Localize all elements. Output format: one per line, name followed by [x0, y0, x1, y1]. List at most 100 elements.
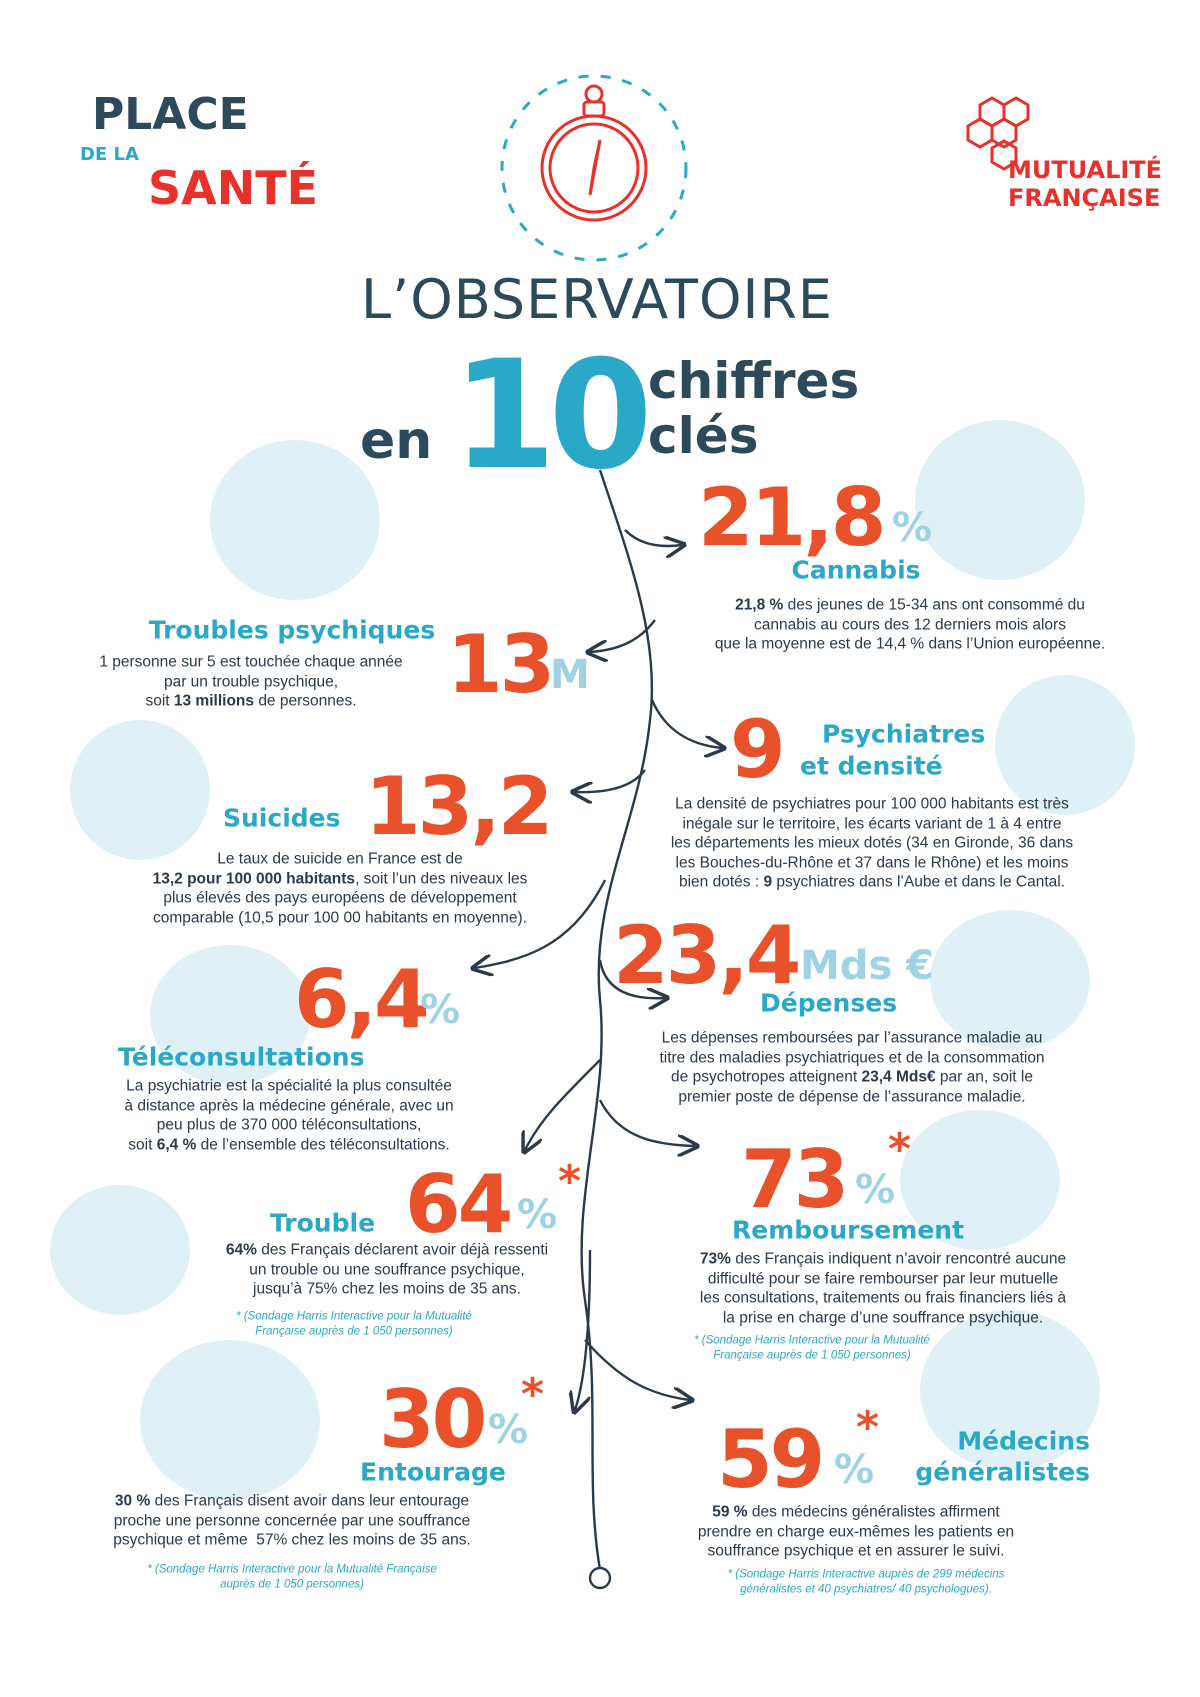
description-line: 59 % des médecins généralistes affirment: [712, 1504, 1000, 1520]
text-segment: 23,4 Mds€: [861, 1068, 936, 1086]
text-segment: soit: [128, 1135, 157, 1153]
text-segment: à distance après la médecine générale, a…: [124, 1096, 454, 1114]
unit: %: [488, 1407, 529, 1453]
text-segment: de l’ensemble des téléconsultations.: [196, 1135, 450, 1153]
text-segment: peu plus de 370 000 téléconsultations,: [156, 1116, 422, 1134]
text-segment: 1 personne sur 5 est touchée chaque anné…: [99, 653, 403, 671]
description-line: inégale sur le territoire, les écarts va…: [682, 816, 1061, 832]
logo-text: SANTÉ: [148, 161, 319, 215]
key-figure: 21,8: [698, 471, 886, 564]
unit: %: [834, 1447, 875, 1493]
text-segment: les consultations, traitements ou frais …: [699, 1289, 1067, 1307]
label: Téléconsultations: [118, 1042, 365, 1072]
description-line: peu plus de 370 000 téléconsultations,: [157, 1117, 422, 1133]
footnote: auprès de 1 050 personnes): [220, 1578, 364, 1591]
text-segment: 9: [763, 873, 773, 891]
text-segment: psychiatres dans l’Aube et dans le Canta…: [772, 873, 1066, 891]
description-line: premier poste de dépense de l’assurance …: [678, 1089, 1025, 1105]
footnote: Française auprès de 1 050 personnes): [255, 1325, 453, 1338]
logo-text: MUTUALITÉ: [1008, 156, 1163, 184]
description-line: que la moyenne est de 14,4 % dans l’Unio…: [715, 636, 1105, 652]
description-line: de psychotropes atteignent 23,4 Mds€ par…: [671, 1069, 1033, 1085]
footnote: généralistes et 40 psychiatres/ 40 psych…: [740, 1583, 992, 1596]
description-line: soit 6,4 % de l’ensemble des téléconsult…: [128, 1137, 449, 1153]
text-segment: 59 %: [712, 1503, 748, 1521]
key-figure: 59: [717, 1413, 825, 1506]
key-figure: 73: [741, 1133, 849, 1226]
description-line: cannabis au cours des 12 derniers mois a…: [754, 617, 1066, 633]
text-segment: Les dépenses remboursées par l’assurance…: [661, 1029, 1043, 1047]
asterisk: *: [856, 1402, 880, 1453]
unit: M: [550, 652, 590, 698]
text-segment: prendre en charge eux-mêmes les patients…: [697, 1522, 1015, 1540]
description-line: à distance après la médecine générale, a…: [124, 1098, 453, 1114]
footnote: * (Sondage Harris Interactive pour la Mu…: [236, 1310, 472, 1323]
subtitle-prefix: en: [360, 411, 433, 471]
text-segment: 21,8 %: [735, 596, 784, 614]
text-segment: souffrance psychique et en assurer le su…: [707, 1542, 1005, 1560]
text-segment: 6,4 %: [156, 1135, 197, 1153]
text-segment: comparable (10,5 pour 100 00 habitants e…: [153, 908, 527, 926]
label: Psychiatres: [822, 719, 986, 749]
subtitle-suffix: clés: [648, 407, 759, 465]
description-line: proche une personne concernée par une so…: [114, 1513, 470, 1529]
description-line: les Bouches-du-Rhône et 37 dans le Rhône…: [676, 855, 1069, 871]
label: Entourage: [360, 1457, 506, 1487]
asterisk: *: [521, 1369, 545, 1420]
description-line: les consultations, traitements ou frais …: [700, 1290, 1066, 1306]
text-segment: psychique et même 57% chez les moins de …: [113, 1531, 471, 1549]
description-line: un trouble ou une souffrance psychique,: [249, 1262, 524, 1278]
text-segment: jusqu’à 75% chez les moins de 35 ans.: [253, 1280, 521, 1298]
unit: %: [892, 505, 933, 551]
footnote: * (Sondage Harris Interactive pour la Mu…: [694, 1334, 930, 1347]
description-line: les départements les mieux dotés (34 en …: [671, 835, 1073, 851]
description-line: Les dépenses remboursées par l’assurance…: [662, 1030, 1043, 1046]
description-line: soit 13 millions de personnes.: [145, 693, 356, 709]
logo-text: DE LA: [80, 144, 139, 165]
text-segment: , soit l’un des niveaux les: [355, 869, 528, 887]
logo-text: FRANÇAISE: [1008, 184, 1161, 212]
key-figure: 13: [447, 618, 555, 711]
description-line: 13,2 pour 100 000 habitants, soit l’un d…: [153, 871, 528, 887]
text-segment: 64%: [225, 1241, 257, 1259]
key-figure: 6,4: [294, 953, 430, 1046]
text-segment: Le taux de suicide en France est de: [217, 850, 463, 868]
text-segment: difficulté pour se faire rembourser par …: [707, 1269, 1059, 1287]
text-segment: des Français disent avoir dans leur ento…: [150, 1492, 470, 1510]
description-line: plus élevés des pays européens de dévelo…: [163, 890, 516, 906]
text-segment: de psychotropes atteignent: [671, 1068, 862, 1086]
text-segment: par un trouble psychique,: [163, 672, 339, 690]
label: et densité: [800, 751, 943, 781]
label: Dépenses: [760, 988, 898, 1018]
key-figure: 64: [405, 1158, 513, 1251]
description-line: la prise en charge d’une souffrance psyc…: [723, 1310, 1043, 1326]
text-segment: soit: [145, 692, 174, 710]
text-segment: des Français indiquent n’avoir rencontré…: [730, 1250, 1067, 1268]
description-line: 1 personne sur 5 est touchée chaque anné…: [99, 654, 402, 670]
text-segment: proche une personne concernée par une so…: [113, 1511, 471, 1529]
logo-text: PLACE: [92, 89, 249, 140]
text-segment: 13 millions: [173, 692, 255, 710]
label: Médecins: [957, 1426, 1090, 1456]
text-segment: inégale sur le territoire, les écarts va…: [682, 814, 1062, 832]
description-line: Le taux de suicide en France est de: [217, 851, 463, 867]
label: Cannabis: [791, 555, 921, 585]
description-line: 30 % des Français disent avoir dans leur…: [115, 1493, 469, 1509]
description-line: par un trouble psychique,: [164, 674, 338, 690]
description-line: jusqu’à 75% chez les moins de 35 ans.: [253, 1281, 521, 1297]
subtitle-suffix: chiffres: [648, 352, 860, 410]
description-line: comparable (10,5 pour 100 00 habitants e…: [153, 910, 527, 926]
unit: %: [420, 987, 461, 1033]
text-segment: des Français déclarent avoir déjà ressen…: [256, 1241, 549, 1259]
text-segment: des médecins généralistes affirment: [747, 1503, 1000, 1521]
description-line: 21,8 % des jeunes de 15-34 ans ont conso…: [735, 597, 1085, 613]
description-line: prendre en charge eux-mêmes les patients…: [698, 1524, 1014, 1540]
label: Suicides: [223, 803, 341, 833]
footnote: Française auprès de 1 050 personnes): [713, 1349, 911, 1362]
text-segment: un trouble ou une souffrance psychique,: [249, 1260, 525, 1278]
text-segment: 13,2 pour 100 000 habitants: [152, 869, 356, 887]
text-segment: 73%: [699, 1250, 731, 1268]
key-figure: 30: [379, 1373, 487, 1466]
text-segment: des jeunes de 15-34 ans ont consommé du: [783, 596, 1085, 614]
